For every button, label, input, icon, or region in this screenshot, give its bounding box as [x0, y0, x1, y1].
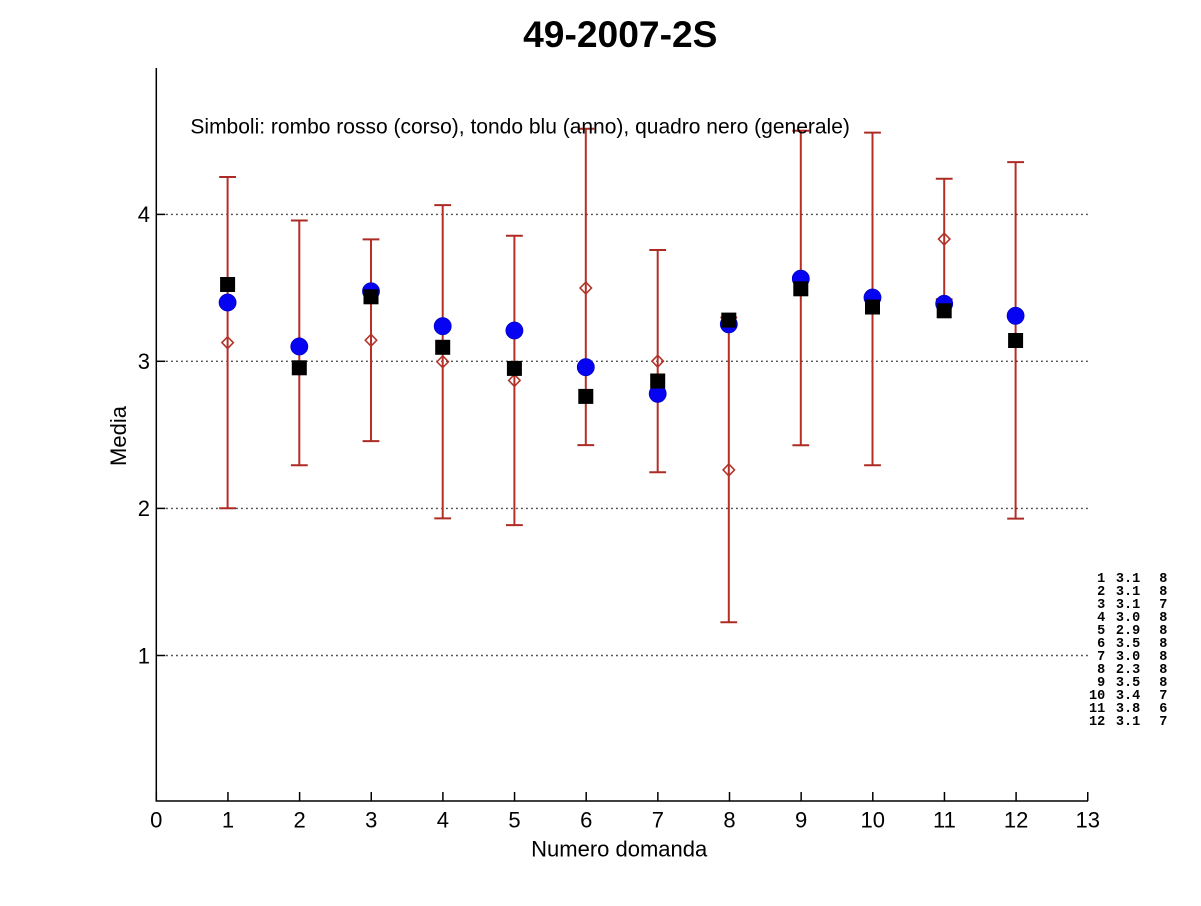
svg-text:2.3: 2.3 [1116, 663, 1140, 678]
svg-text:2: 2 [138, 496, 150, 521]
svg-text:8: 8 [723, 808, 735, 833]
svg-text:2: 2 [293, 808, 305, 833]
svg-text:Numero domanda: Numero domanda [531, 837, 708, 862]
svg-text:6: 6 [580, 808, 592, 833]
svg-text:7: 7 [652, 808, 664, 833]
svg-text:3.1: 3.1 [1116, 585, 1140, 600]
svg-text:8: 8 [1097, 663, 1105, 678]
svg-text:1: 1 [1097, 572, 1105, 587]
svg-text:3.1: 3.1 [1116, 715, 1140, 730]
svg-text:13: 13 [1076, 808, 1100, 833]
svg-text:3.0: 3.0 [1116, 611, 1140, 626]
svg-text:4: 4 [437, 808, 449, 833]
svg-text:8: 8 [1159, 650, 1167, 665]
svg-text:10: 10 [861, 808, 885, 833]
svg-text:3.5: 3.5 [1116, 637, 1140, 652]
svg-text:Simboli: rombo rosso (corso),: Simboli: rombo rosso (corso), tondo blu … [190, 116, 850, 139]
svg-text:8: 8 [1159, 585, 1167, 600]
svg-text:7: 7 [1159, 598, 1167, 613]
svg-text:3.0: 3.0 [1116, 650, 1140, 665]
svg-text:6: 6 [1097, 637, 1105, 652]
svg-text:1: 1 [138, 643, 150, 668]
svg-text:3: 3 [1097, 598, 1105, 613]
svg-text:10: 10 [1089, 689, 1105, 704]
svg-text:49-2007-2S: 49-2007-2S [523, 13, 717, 55]
svg-text:11: 11 [1089, 702, 1105, 717]
svg-text:3: 3 [365, 808, 377, 833]
svg-text:12: 12 [1004, 808, 1028, 833]
svg-text:7: 7 [1159, 689, 1167, 704]
svg-text:4: 4 [138, 202, 150, 227]
svg-text:3.4: 3.4 [1116, 689, 1140, 704]
svg-text:2.9: 2.9 [1116, 624, 1140, 639]
svg-text:8: 8 [1159, 663, 1167, 678]
svg-text:6: 6 [1159, 702, 1167, 717]
svg-text:8: 8 [1159, 637, 1167, 652]
svg-text:12: 12 [1089, 715, 1105, 730]
svg-text:7: 7 [1097, 650, 1105, 665]
svg-text:5: 5 [1097, 624, 1105, 639]
svg-text:8: 8 [1159, 611, 1167, 626]
svg-text:3: 3 [138, 349, 150, 374]
svg-text:7: 7 [1159, 715, 1167, 730]
svg-text:3.1: 3.1 [1116, 572, 1140, 587]
svg-text:0: 0 [150, 808, 162, 833]
svg-text:8: 8 [1159, 676, 1167, 691]
svg-text:3.8: 3.8 [1116, 702, 1140, 717]
svg-text:3.5: 3.5 [1116, 676, 1140, 691]
svg-text:8: 8 [1159, 572, 1167, 587]
svg-text:2: 2 [1097, 585, 1105, 600]
svg-text:11: 11 [933, 808, 956, 833]
svg-text:8: 8 [1159, 624, 1167, 639]
svg-text:1: 1 [222, 808, 234, 833]
svg-text:5: 5 [508, 808, 520, 833]
svg-text:4: 4 [1097, 611, 1105, 626]
svg-text:9: 9 [1097, 676, 1105, 691]
svg-text:3.1: 3.1 [1116, 598, 1140, 613]
svg-text:9: 9 [795, 808, 807, 833]
svg-text:Media: Media [106, 405, 131, 466]
